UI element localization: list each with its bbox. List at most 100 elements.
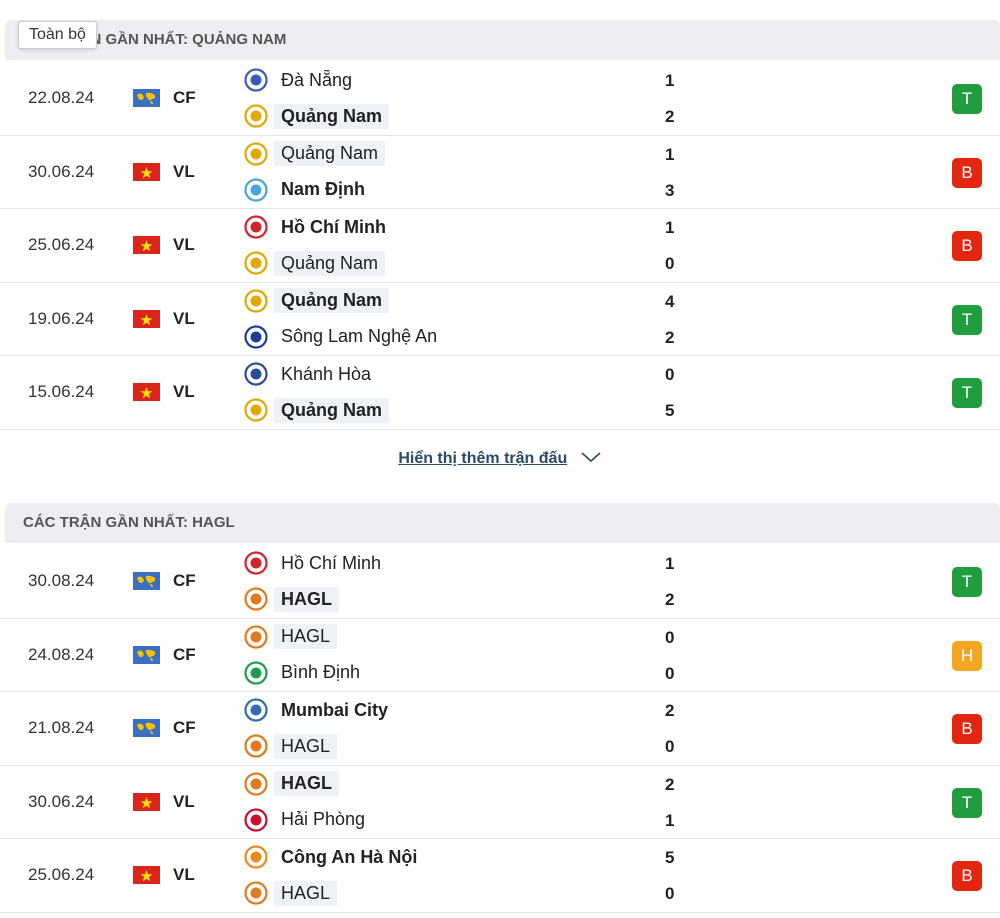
match-date: 30.06.24 [28,161,95,181]
match-row[interactable]: 25.06.24 VL Hồ Chí Minh 1 Quảng Nam 0 B [0,209,1000,283]
team: Quảng Nam [244,287,390,315]
score: 0 [665,365,675,384]
league: VL [173,791,195,811]
team-logo [244,771,268,796]
team-logo [244,845,268,869]
team-logo [244,698,268,722]
team-logo [244,177,268,202]
team: Bình Định [244,659,367,687]
score: 2 [665,327,675,347]
result-badge: T [952,378,982,408]
match-row[interactable]: 30.08.24 CF Hồ Chí Minh 1 HAGL 2 T [0,545,1000,619]
result-badge: B [952,231,982,261]
team: HAGL [244,585,339,613]
league: VL [173,382,195,401]
result-badge: T [952,567,982,597]
league: VL [173,308,195,328]
team-name: Hồ Chí Minh [281,552,382,573]
match-row[interactable]: 25.06.24 VL Công An Hà Nội 5 HAGL 0 B [0,839,1000,913]
league: CF [173,571,196,590]
score: 1 [665,810,675,830]
team-logo [244,881,268,905]
league-flag [133,572,160,590]
league: CF [173,88,196,107]
team-logo [244,324,268,349]
team-logo [244,104,268,128]
team-logo [244,141,268,166]
team: Hải Phòng [244,806,372,834]
team: Quảng Nam [244,140,386,168]
league-flag [133,645,160,664]
score: 0 [665,254,675,273]
team: Nam Định [244,176,372,204]
league-flag [133,383,160,401]
league-flag [133,89,160,107]
team-name: Quảng Nam [274,288,390,313]
team-name: Sông Lam Nghệ An [281,326,438,346]
team-name: Hồ Chí Minh [281,216,386,237]
team: Đà Nẵng [244,66,359,94]
team-logo [244,398,268,422]
league: VL [173,865,195,884]
score: 2 [665,774,675,794]
league-flag [133,236,160,254]
team: Khánh Hòa [244,360,378,388]
league-flag [133,866,160,884]
match-row[interactable]: 22.08.24 CF Đà Nẵng 1 Quảng Nam 2 T [0,62,1000,136]
team-name: Quảng Nam [274,250,386,276]
team: HAGL [244,879,338,907]
show-more[interactable]: Hiển thị thêm trận đấu [0,450,1000,468]
score: 3 [665,180,675,200]
score: 5 [665,401,675,420]
team: Công An Hà Nội [244,843,424,871]
team: Mumbai City [244,696,395,724]
team-name: Quảng Nam [274,397,390,423]
team-name: Bình Định [281,662,361,682]
match-row[interactable]: 19.06.24 VL Quảng Nam 4 Sông Lam Nghệ An 2 T [0,283,1000,356]
team-name: Nam Định [281,179,366,199]
team-logo [244,251,268,275]
league: CF [173,644,196,664]
show-more-text[interactable]: Hiển thị thêm trận đấu [398,450,568,467]
score: 2 [665,701,675,720]
score: 0 [665,737,675,756]
score: 1 [665,218,675,237]
match-row[interactable]: 30.06.24 VL HAGL 2 Hải Phòng 1 T [0,766,1000,839]
team-logo [244,68,268,92]
team-logo [244,551,268,575]
tooltip: Toàn bộ [18,21,97,49]
match-row[interactable]: 30.06.24 VL Quảng Nam 1 Nam Định 3 B [0,136,1000,209]
league-flag [133,792,160,811]
result-badge: H [952,640,982,671]
team: Quảng Nam [244,396,390,424]
match-date: 30.06.24 [28,791,95,811]
result-badge: B [952,714,982,744]
match-date: 25.06.24 [28,235,95,254]
league: VL [173,161,195,181]
team: HAGL [244,623,338,651]
team-logo [244,288,268,313]
team-name: HAGL [274,624,338,649]
team: Quảng Nam [244,102,390,130]
match-date: 24.08.24 [28,644,95,664]
team-name: HAGL [274,771,339,796]
league: CF [173,718,196,737]
team: Hồ Chí Minh [244,549,388,577]
team-logo [244,807,268,832]
match-row[interactable]: 21.08.24 CF Mumbai City 2 HAGL 0 B [0,692,1000,766]
match-row[interactable]: 24.08.24 CF HAGL 0 Bình Định 0 H [0,619,1000,692]
result-badge: B [952,157,982,188]
team-name: Khánh Hòa [281,363,372,384]
score: 0 [665,663,675,683]
team-name: Mumbai City [281,699,389,720]
result-badge: T [952,787,982,818]
match-row[interactable]: 15.06.24 VL Khánh Hòa 0 Quảng Nam 5 T [0,356,1000,430]
score: 1 [665,71,675,90]
score: 1 [665,554,675,573]
team: Hồ Chí Minh [244,213,393,241]
team-name: HAGL [274,733,338,759]
section-header: CÁC TRẬN GẦN NHẤT: QUẢNG NAM [5,20,1000,60]
result-badge: T [952,84,982,114]
team: Quảng Nam [244,249,386,277]
